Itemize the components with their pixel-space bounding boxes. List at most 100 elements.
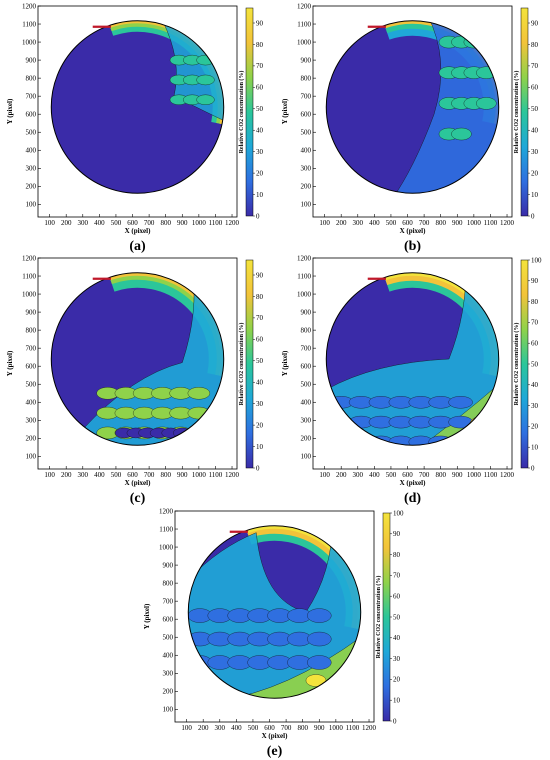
colorbar-tick-label: 20 bbox=[256, 421, 264, 429]
y-tick-label: 600 bbox=[26, 363, 37, 371]
y-tick-label: 300 bbox=[26, 417, 37, 425]
colorbar-tick-label: 90 bbox=[393, 530, 401, 538]
x-tick-label: 100 bbox=[181, 724, 192, 732]
colorbar-tick-label: 40 bbox=[393, 634, 401, 642]
y-tick-label: 900 bbox=[301, 56, 312, 64]
y-tick-label: 1100 bbox=[22, 20, 36, 28]
x-tick-label: 1000 bbox=[192, 471, 207, 479]
colorbar-tick-label: 50 bbox=[256, 357, 264, 365]
x-tick-label: 600 bbox=[402, 471, 413, 479]
x-tick-label: 200 bbox=[336, 471, 347, 479]
y-tick-label: 800 bbox=[301, 326, 312, 334]
colorbar-tick-label: 80 bbox=[531, 41, 539, 49]
panel-letter: (b) bbox=[404, 239, 421, 254]
colorbar-tick-label: 70 bbox=[256, 314, 264, 322]
y-tick-label: 600 bbox=[163, 616, 174, 624]
x-tick-label: 300 bbox=[353, 471, 364, 479]
chart-panel-4: 100 200 300 400 500 600 700 800 900 1000 1100 12001… bbox=[281, 254, 542, 506]
y-tick-label: 400 bbox=[26, 147, 37, 155]
colorbar-tick-label: 0 bbox=[393, 717, 397, 725]
colorbar-tick-label: 60 bbox=[256, 84, 264, 92]
x-tick-label: 1200 bbox=[500, 219, 515, 227]
y-tick-label: 1000 bbox=[22, 290, 37, 298]
y-tick-label: 400 bbox=[163, 652, 174, 660]
colorbar-tick-label: 60 bbox=[531, 340, 539, 348]
y-tick-label: 1200 bbox=[297, 2, 312, 10]
y-tick-label: 1000 bbox=[297, 38, 312, 46]
y-tick-label: 900 bbox=[26, 56, 37, 64]
x-tick-label: 300 bbox=[78, 219, 89, 227]
colorbar-tick-label: 40 bbox=[256, 379, 264, 387]
x-axis-label: X (pixel) bbox=[125, 227, 152, 235]
x-axis-label: X (pixel) bbox=[125, 479, 152, 487]
y-tick-label: 100 bbox=[26, 201, 37, 209]
colorbar-tick-label: 40 bbox=[531, 381, 539, 389]
y-tick-label: 600 bbox=[301, 363, 312, 371]
x-tick-label: 700 bbox=[419, 471, 430, 479]
colorbar-tick-label: 60 bbox=[256, 336, 264, 344]
y-tick-label: 400 bbox=[301, 399, 312, 407]
colorbar bbox=[245, 7, 254, 217]
colorbar-tick-label: 70 bbox=[531, 319, 539, 327]
cell-boundary bbox=[325, 20, 500, 194]
colorbar-tick-label: 100 bbox=[531, 256, 542, 264]
y-tick-label: 300 bbox=[301, 417, 312, 425]
x-axis-label: X (pixel) bbox=[400, 479, 427, 487]
colorbar-tick-label: 10 bbox=[531, 191, 539, 199]
colorbar-tick-label: 90 bbox=[531, 19, 539, 27]
x-tick-label: 1100 bbox=[346, 724, 360, 732]
y-tick-label: 800 bbox=[26, 74, 37, 82]
colorbar-tick-label: 40 bbox=[531, 127, 539, 135]
x-tick-label: 500 bbox=[111, 219, 122, 227]
cell-boundary bbox=[50, 20, 225, 194]
x-tick-label: 1100 bbox=[484, 471, 498, 479]
x-tick-label: 500 bbox=[111, 471, 122, 479]
y-tick-label: 200 bbox=[163, 688, 174, 696]
y-tick-label: 900 bbox=[301, 308, 312, 316]
x-tick-label: 1200 bbox=[500, 471, 515, 479]
x-tick-label: 1000 bbox=[467, 219, 482, 227]
y-tick-label: 300 bbox=[26, 165, 37, 173]
y-axis-label: Y (pixel) bbox=[6, 350, 14, 376]
x-tick-label: 800 bbox=[160, 219, 171, 227]
y-tick-label: 100 bbox=[301, 453, 312, 461]
colorbar-tick-label: 50 bbox=[531, 360, 539, 368]
x-tick-label: 300 bbox=[215, 724, 226, 732]
colorbar-tick-label: 80 bbox=[256, 293, 264, 301]
x-tick-label: 500 bbox=[386, 219, 397, 227]
colorbar-tick-label: 20 bbox=[256, 169, 264, 177]
colorbar-tick-label: 10 bbox=[256, 191, 264, 199]
colorbar bbox=[520, 259, 529, 469]
x-tick-label: 1100 bbox=[209, 471, 223, 479]
colorbar-tick-label: 80 bbox=[531, 298, 539, 306]
chart-panel-2: 100 200 300 400 500 600 700 800 900 1000 1100 12001… bbox=[281, 2, 539, 254]
x-tick-label: 700 bbox=[419, 219, 430, 227]
y-tick-label: 700 bbox=[26, 344, 37, 352]
y-tick-label: 900 bbox=[163, 561, 174, 569]
x-tick-label: 800 bbox=[435, 219, 446, 227]
y-tick-label: 1000 bbox=[22, 38, 37, 46]
colorbar-tick-label: 50 bbox=[256, 105, 264, 113]
colorbar-tick-label: 30 bbox=[531, 402, 539, 410]
colorbar-tick-label: 80 bbox=[393, 551, 401, 559]
x-tick-label: 1200 bbox=[225, 471, 240, 479]
colorbar-tick-label: 30 bbox=[256, 400, 264, 408]
y-tick-label: 600 bbox=[301, 111, 312, 119]
y-tick-label: 700 bbox=[26, 92, 37, 100]
x-tick-label: 1000 bbox=[329, 724, 344, 732]
x-tick-label: 300 bbox=[353, 219, 364, 227]
x-tick-label: 600 bbox=[264, 724, 275, 732]
y-tick-label: 700 bbox=[301, 92, 312, 100]
y-tick-label: 1200 bbox=[22, 254, 37, 262]
colorbar-tick-label: 90 bbox=[256, 271, 264, 279]
y-tick-label: 200 bbox=[301, 435, 312, 443]
y-tick-label: 1100 bbox=[22, 272, 36, 280]
x-tick-label: 600 bbox=[402, 219, 413, 227]
x-tick-label: 100 bbox=[44, 219, 55, 227]
x-tick-label: 500 bbox=[248, 724, 259, 732]
y-tick-label: 900 bbox=[26, 308, 37, 316]
y-tick-label: 700 bbox=[301, 344, 312, 352]
y-tick-label: 500 bbox=[26, 129, 37, 137]
panel-letter: (c) bbox=[130, 491, 146, 506]
